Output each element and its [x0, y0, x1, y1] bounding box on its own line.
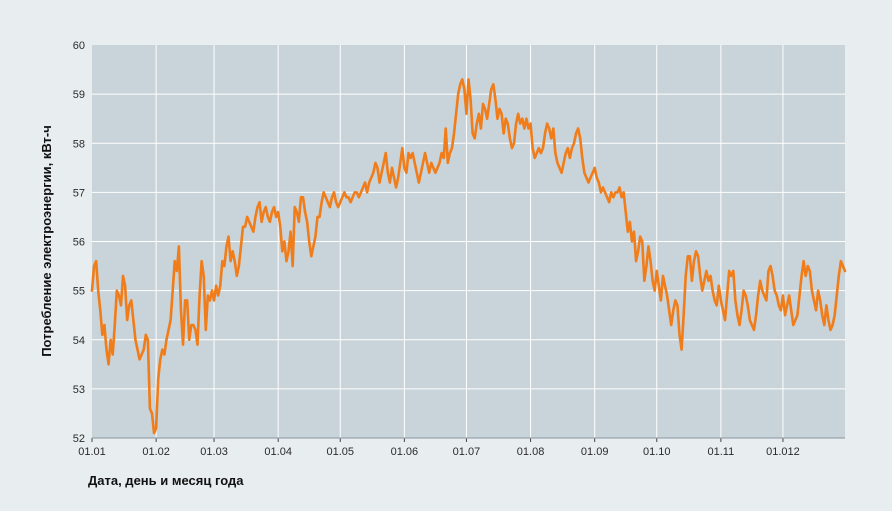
- y-tick-label: 55: [73, 286, 85, 298]
- x-tick-label: 01.01: [78, 446, 106, 458]
- y-tick-label: 53: [73, 384, 85, 396]
- y-tick-label: 52: [73, 433, 85, 445]
- x-tick-label: 01.02: [142, 446, 170, 458]
- series-line: [90, 78, 847, 435]
- x-tick-label: 01.03: [200, 446, 228, 458]
- x-tick-label: 01.05: [326, 446, 354, 458]
- y-tick-label: 56: [73, 237, 85, 249]
- x-tick-label: 01.07: [453, 446, 481, 458]
- y-tick-label: 57: [73, 187, 85, 199]
- data-layer: [90, 78, 847, 435]
- y-tick-label: 60: [73, 40, 85, 52]
- tick-labels: 52 53 54 55 56 57 58 59 60 01.01 01.02 01.03 01.04 01…: [73, 40, 845, 458]
- y-tick-label: 59: [73, 89, 85, 101]
- x-tick-label: 01.08: [517, 446, 545, 458]
- x-tick-label: 01.06: [391, 446, 419, 458]
- y-tick-label: 54: [73, 335, 85, 347]
- x-tick-label: 01.09: [581, 446, 609, 458]
- x-tick-label: 01.04: [264, 446, 292, 458]
- x-tick-label: 01.10: [643, 446, 671, 458]
- x-axis-title: Дата, день и месяц года: [88, 473, 244, 488]
- y-tick-label: 58: [73, 138, 85, 150]
- y-axis-title: Потребление электроэнергии, кВт-ч: [39, 125, 54, 357]
- x-tick-label: 01.012: [766, 446, 800, 458]
- x-tick-label: 01.11: [708, 446, 735, 458]
